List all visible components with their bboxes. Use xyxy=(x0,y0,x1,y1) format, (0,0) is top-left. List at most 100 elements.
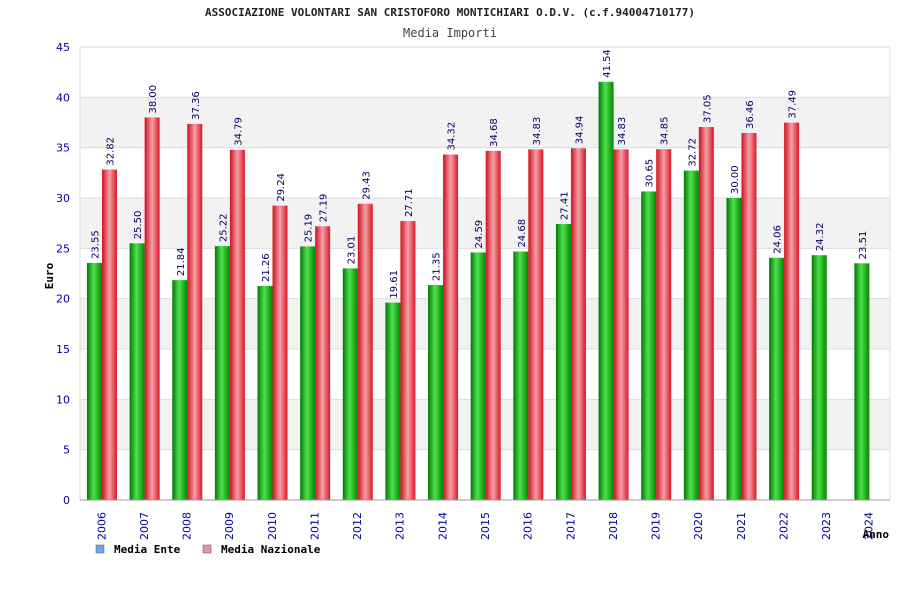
x-tick-label: 2018 xyxy=(607,512,620,540)
bar-media-ente xyxy=(172,280,188,500)
x-tick-label: 2013 xyxy=(394,512,407,540)
y-tick-label: 10 xyxy=(56,393,70,406)
bar-media-nazionale xyxy=(485,150,501,500)
bar-media-nazionale xyxy=(741,132,757,500)
x-axis-ticks: 2006 2007 2008 2009 2010 2011 2012 2013 2014 2015… xyxy=(95,512,875,540)
x-tick-label: 2015 xyxy=(479,512,492,540)
x-tick-label: 2016 xyxy=(522,512,535,540)
value-label: 32.72 xyxy=(687,138,698,167)
bar-media-nazionale xyxy=(102,169,117,500)
bar-media-nazionale xyxy=(698,127,714,500)
bar-media-ente xyxy=(214,246,230,500)
value-label: 34.32 xyxy=(447,122,458,151)
value-label: 19.61 xyxy=(389,270,400,299)
value-label: 27.71 xyxy=(404,188,415,217)
y-tick-label: 45 xyxy=(56,41,70,54)
value-label: 30.65 xyxy=(645,159,656,188)
y-tick-label: 35 xyxy=(56,142,70,155)
value-label: 23.01 xyxy=(346,236,357,265)
value-label: 34.79 xyxy=(233,117,244,146)
bar-media-ente xyxy=(257,285,273,500)
value-label: 29.43 xyxy=(361,171,372,200)
bar-media-ente xyxy=(470,252,486,500)
value-label: 21.84 xyxy=(176,248,187,277)
value-label: 24.59 xyxy=(474,220,485,249)
bar-media-ente xyxy=(300,246,316,500)
bar-media-nazionale xyxy=(357,203,373,500)
bar-media-ente xyxy=(811,255,827,500)
value-label: 36.46 xyxy=(745,100,756,129)
bar-media-nazionale xyxy=(528,149,544,501)
y-tick-label: 20 xyxy=(56,293,70,306)
value-label: 34.68 xyxy=(489,118,500,147)
value-label: 41.54 xyxy=(602,49,613,78)
value-label: 24.06 xyxy=(773,225,784,254)
bar-media-ente xyxy=(726,198,742,500)
y-tick-label: 25 xyxy=(56,242,70,255)
y-tick-label: 30 xyxy=(56,192,70,205)
legend-label: Media Nazionale xyxy=(221,543,321,556)
data-labels: 23.55 25.50 21.84 25.22 21.26 25.19 23.01 19.61… xyxy=(91,49,869,298)
x-tick-label: 2023 xyxy=(820,512,833,540)
value-label: 34.83 xyxy=(532,117,543,146)
bar-media-nazionale xyxy=(144,117,160,500)
value-label: 21.35 xyxy=(432,252,443,281)
bar-media-ente xyxy=(428,285,444,500)
value-label: 25.19 xyxy=(304,214,315,243)
y-tick-label: 5 xyxy=(63,444,70,457)
x-tick-label: 2010 xyxy=(266,512,279,540)
bar-media-nazionale xyxy=(315,226,331,500)
bar-media-ente xyxy=(513,251,529,500)
value-label: 37.36 xyxy=(191,91,202,120)
value-label: 24.32 xyxy=(815,223,826,252)
x-tick-label: 2017 xyxy=(564,512,577,540)
bar-media-ente xyxy=(129,243,145,501)
y-tick-label: 0 xyxy=(63,494,70,507)
bar-media-ente xyxy=(385,302,401,500)
y-axis-ticks: 0 5 10 15 20 25 30 35 40 45 xyxy=(56,41,70,507)
value-label: 27.41 xyxy=(559,191,570,220)
x-tick-label: 2014 xyxy=(436,512,449,540)
x-tick-label: 2024 xyxy=(863,512,876,540)
bar-media-ente xyxy=(87,262,102,500)
value-label: 37.05 xyxy=(702,94,713,123)
x-tick-label: 2007 xyxy=(138,512,151,540)
x-tick-label: 2009 xyxy=(223,512,236,540)
bar-media-nazionale xyxy=(229,149,245,500)
bar-media-nazionale xyxy=(656,149,672,500)
x-tick-label: 2012 xyxy=(351,512,364,540)
bars xyxy=(87,81,870,501)
value-label: 32.82 xyxy=(106,137,117,166)
value-label: 24.68 xyxy=(517,219,528,248)
legend: Media Ente Media Nazionale xyxy=(95,543,321,556)
bar-media-nazionale xyxy=(613,149,629,501)
bar-media-nazionale xyxy=(187,123,203,500)
y-tick-label: 15 xyxy=(56,343,70,356)
y-axis-label: Euro xyxy=(43,262,56,289)
x-tick-label: 2008 xyxy=(181,512,194,540)
x-tick-label: 2022 xyxy=(777,512,790,540)
value-label: 23.55 xyxy=(91,230,102,259)
bar-media-ente xyxy=(683,170,699,501)
bar-media-nazionale xyxy=(443,154,459,500)
x-tick-label: 2006 xyxy=(95,512,108,540)
x-tick-label: 2020 xyxy=(692,512,705,540)
bar-media-nazionale xyxy=(272,205,288,500)
value-label: 29.24 xyxy=(276,173,287,202)
x-tick-label: 2019 xyxy=(650,512,663,540)
value-label: 23.51 xyxy=(858,231,869,260)
x-axis-label: Anno xyxy=(863,528,890,541)
value-label: 25.22 xyxy=(218,213,229,242)
chart-title: ASSOCIAZIONE VOLONTARI SAN CRISTOFORO MO… xyxy=(205,6,695,19)
value-label: 25.50 xyxy=(133,211,144,240)
value-label: 27.19 xyxy=(319,194,330,223)
value-label: 37.49 xyxy=(788,90,799,119)
bar-media-nazionale xyxy=(400,221,416,500)
legend-swatch xyxy=(202,544,212,554)
bar-media-ente xyxy=(854,263,870,500)
value-label: 21.26 xyxy=(261,253,272,282)
chart-subtitle: Media Importi xyxy=(403,26,497,40)
value-label: 34.94 xyxy=(574,116,585,145)
x-tick-label: 2021 xyxy=(735,512,748,540)
